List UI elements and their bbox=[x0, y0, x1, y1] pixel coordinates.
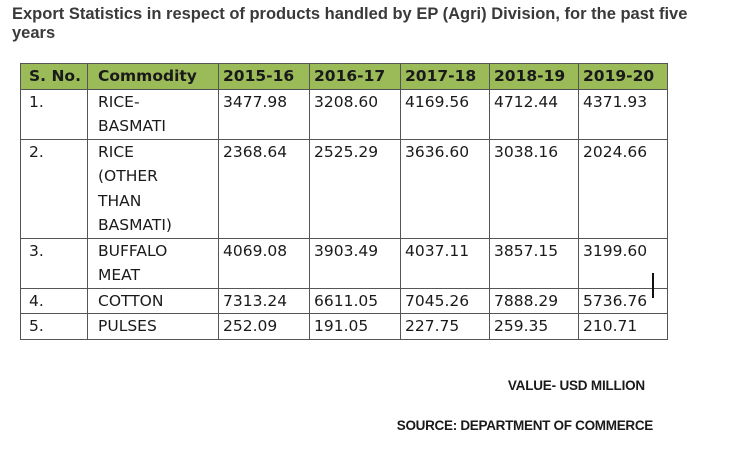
column-header-sno: S. No. bbox=[20, 63, 88, 90]
value-cell: 191.05 bbox=[309, 313, 401, 340]
table-row: 1. RICE- BASMATI 3477.98 3208.60 4169.56… bbox=[20, 88, 668, 140]
export-statistics-table: S. No. Commodity 2015-16 2016-17 2017-18… bbox=[20, 63, 668, 340]
commodity-line: RICE- bbox=[98, 92, 140, 111]
value-cell: 4069.08 bbox=[218, 237, 310, 289]
source-note: SOURCE: DEPARTMENT OF COMMERCE bbox=[396, 418, 654, 433]
table-row: 3. BUFFALO MEAT 4069.08 3903.49 4037.11 … bbox=[20, 237, 668, 289]
value-cell: 2368.64 bbox=[218, 138, 310, 239]
value-cell: 3038.16 bbox=[489, 138, 579, 239]
commodity-line: RICE bbox=[98, 142, 134, 161]
commodity-line: BASMATI) bbox=[98, 216, 172, 234]
commodity-cell: RICE (OTHER THAN BASMATI) bbox=[87, 138, 219, 239]
commodity-cell: COTTON bbox=[87, 287, 219, 314]
value-cell: 252.09 bbox=[218, 313, 310, 340]
column-header-commodity: Commodity bbox=[87, 63, 219, 90]
value-cell: 4712.44 bbox=[489, 88, 579, 140]
value-cell: 7045.26 bbox=[400, 287, 490, 314]
value-cell: 227.75 bbox=[400, 313, 490, 340]
value-cell: 4037.11 bbox=[400, 237, 490, 289]
commodity-cell: RICE- BASMATI bbox=[87, 88, 219, 140]
text-cursor bbox=[652, 273, 654, 298]
value-cell: 3477.98 bbox=[218, 88, 310, 140]
commodity-line: BUFFALO bbox=[98, 241, 168, 260]
value-cell: 210.71 bbox=[578, 313, 668, 340]
serial-number-cell: 5. bbox=[20, 313, 88, 340]
unit-note: VALUE- USD MILLION bbox=[507, 378, 645, 393]
value-cell: 7888.29 bbox=[489, 287, 579, 314]
value-cell: 6611.05 bbox=[309, 287, 401, 314]
table-row: 2. RICE (OTHER THAN BASMATI) 2368.64 252… bbox=[20, 138, 668, 239]
value-cell: 3857.15 bbox=[489, 237, 579, 289]
value-cell: 259.35 bbox=[489, 313, 579, 340]
value-cell: 5736.76 bbox=[578, 287, 668, 314]
commodity-line: COTTON bbox=[98, 291, 164, 310]
value-cell: 4371.93 bbox=[578, 88, 668, 140]
table-header-row: S. No. Commodity 2015-16 2016-17 2017-18… bbox=[20, 63, 668, 90]
table-row: 4. COTTON 7313.24 6611.05 7045.26 7888.2… bbox=[20, 287, 668, 314]
value-cell: 3636.60 bbox=[400, 138, 490, 239]
value-cell: 3199.60 bbox=[578, 237, 668, 289]
commodity-cell: PULSES bbox=[87, 313, 219, 340]
value-cell: 2024.66 bbox=[578, 138, 668, 239]
value-cell: 3208.60 bbox=[309, 88, 401, 140]
serial-number-cell: 2. bbox=[20, 138, 88, 239]
commodity-line: (OTHER bbox=[98, 167, 158, 185]
column-header-2018-19: 2018-19 bbox=[489, 63, 579, 90]
page-title: Export Statistics in respect of products… bbox=[12, 5, 688, 42]
commodity-line: PULSES bbox=[98, 317, 157, 335]
serial-number-cell: 4. bbox=[20, 287, 88, 314]
serial-number-cell: 1. bbox=[20, 88, 88, 140]
serial-number-cell: 3. bbox=[20, 237, 88, 289]
commodity-line: MEAT bbox=[98, 266, 141, 284]
value-cell: 3903.49 bbox=[309, 237, 401, 289]
column-header-2017-18: 2017-18 bbox=[400, 63, 490, 90]
table-row: 5. PULSES 252.09 191.05 227.75 259.35 21… bbox=[20, 313, 668, 340]
commodity-line: BASMATI bbox=[98, 117, 166, 135]
column-header-2019-20: 2019-20 bbox=[578, 63, 668, 90]
value-cell: 2525.29 bbox=[309, 138, 401, 239]
column-header-2015-16: 2015-16 bbox=[218, 63, 310, 90]
column-header-2016-17: 2016-17 bbox=[309, 63, 401, 90]
value-cell: 4169.56 bbox=[400, 88, 490, 140]
commodity-cell: BUFFALO MEAT bbox=[87, 237, 219, 289]
commodity-line: THAN bbox=[98, 191, 142, 210]
value-cell: 7313.24 bbox=[218, 287, 310, 314]
